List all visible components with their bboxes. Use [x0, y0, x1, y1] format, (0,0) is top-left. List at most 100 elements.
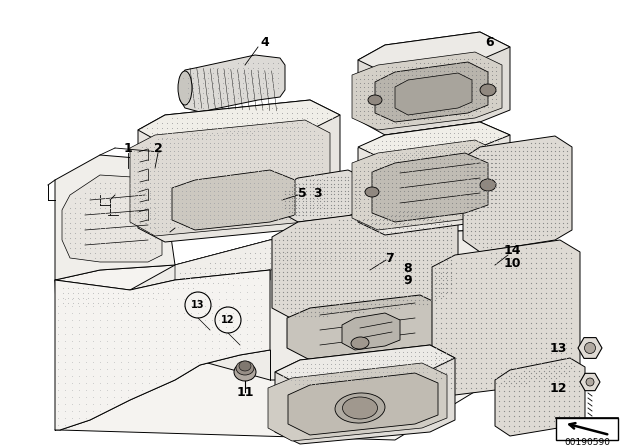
Point: [501, 289, 511, 297]
Point: [314, 256, 324, 263]
Point: [354, 220, 364, 228]
Point: [163, 289, 173, 297]
Point: [202, 114, 212, 121]
Point: [85, 245, 95, 252]
Point: [157, 176, 167, 183]
Point: [551, 245, 561, 252]
Point: [286, 308, 296, 315]
Point: [370, 276, 380, 284]
Point: [157, 179, 167, 186]
Point: [417, 150, 427, 157]
Point: [526, 195, 536, 202]
Point: [422, 264, 432, 271]
Point: [536, 364, 546, 371]
Point: [461, 340, 471, 347]
Point: [451, 155, 461, 163]
Point: [218, 90, 228, 97]
Point: [459, 191, 469, 198]
Point: [502, 207, 512, 215]
Point: [551, 305, 561, 312]
Point: [407, 79, 417, 86]
Point: [395, 155, 405, 163]
Point: [273, 164, 283, 171]
Point: [277, 123, 287, 130]
Point: [306, 293, 316, 300]
Point: [53, 295, 63, 302]
Point: [350, 250, 360, 257]
Point: [370, 301, 380, 308]
Point: [93, 294, 103, 302]
Point: [435, 199, 445, 207]
Point: [514, 168, 524, 175]
Point: [165, 195, 175, 202]
Point: [318, 293, 328, 300]
Point: [446, 349, 456, 357]
Point: [486, 155, 496, 163]
Point: [451, 164, 461, 171]
Point: [518, 220, 528, 227]
Point: [358, 364, 368, 371]
Point: [326, 284, 336, 292]
Point: [403, 112, 413, 119]
Point: [135, 229, 145, 237]
Point: [546, 259, 556, 267]
Point: [141, 164, 151, 171]
Point: [273, 159, 283, 167]
Point: [477, 129, 487, 137]
Point: [302, 276, 312, 284]
Point: [551, 364, 561, 371]
Point: [402, 212, 412, 220]
Point: [115, 254, 125, 262]
Point: [471, 71, 481, 78]
Point: [278, 248, 288, 255]
Point: [185, 275, 195, 282]
Point: [541, 269, 551, 276]
Point: [451, 108, 461, 115]
Point: [476, 334, 486, 341]
Point: [88, 284, 98, 292]
Point: [157, 139, 167, 146]
Point: [238, 60, 248, 67]
Point: [145, 239, 155, 246]
Point: [491, 379, 501, 387]
Point: [278, 276, 288, 284]
Point: [322, 198, 332, 205]
Point: [201, 168, 211, 175]
Point: [58, 299, 68, 306]
Point: [481, 359, 491, 366]
Point: [274, 289, 284, 296]
Point: [506, 259, 516, 267]
Point: [466, 284, 476, 292]
Point: [342, 357, 352, 364]
Point: [383, 168, 393, 175]
Point: [298, 368, 308, 375]
Point: [516, 324, 526, 332]
Point: [514, 179, 524, 186]
Polygon shape: [495, 358, 585, 436]
Point: [431, 164, 441, 171]
Point: [123, 366, 133, 373]
Point: [410, 268, 420, 276]
Point: [387, 108, 397, 115]
Point: [60, 234, 70, 241]
Point: [504, 422, 514, 430]
Point: [446, 220, 456, 228]
Point: [471, 155, 481, 163]
Point: [466, 370, 476, 377]
Point: [140, 190, 150, 197]
Point: [232, 109, 242, 116]
Point: [253, 183, 263, 190]
Point: [423, 99, 433, 107]
Point: [382, 272, 392, 280]
Point: [550, 207, 560, 215]
Point: [431, 349, 441, 357]
Point: [342, 264, 352, 271]
Point: [290, 297, 300, 304]
Point: [494, 195, 504, 202]
Polygon shape: [180, 55, 285, 112]
Point: [561, 319, 571, 327]
Point: [382, 368, 392, 375]
Point: [544, 367, 554, 375]
Point: [74, 345, 84, 352]
Point: [423, 71, 433, 78]
